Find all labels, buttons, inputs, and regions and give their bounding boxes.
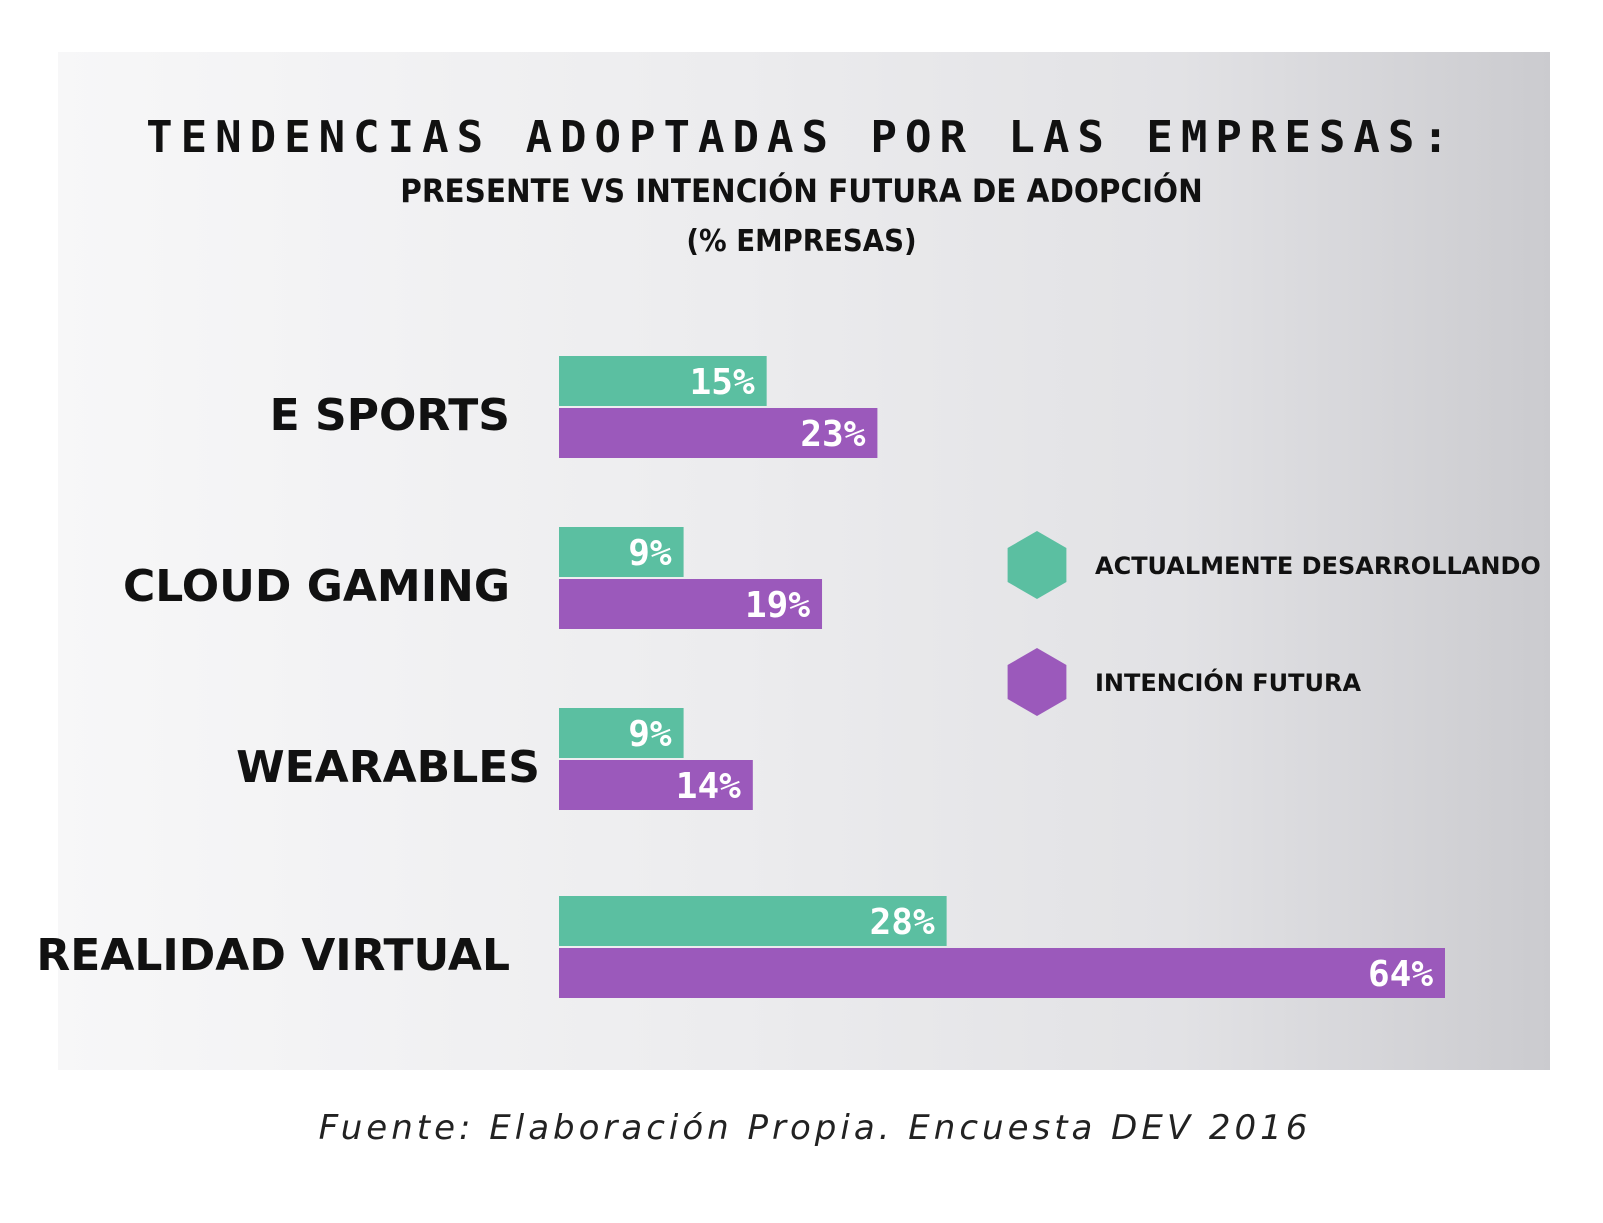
legend-marker-actual [1007,531,1067,599]
value-label-realidad-virtual-actual: 28% [870,902,935,943]
value-label-e-sports-actual: 15% [690,362,755,403]
bar-realidad-virtual-actual [559,896,947,946]
legend: ACTUALMENTE DESARROLLANDO INTENCIÓN FUTUR… [1007,531,1541,716]
value-label-wearables-futura: 14% [676,766,741,807]
bar-wearables-futura [559,760,753,810]
category-label-realidad-virtual: REALIDAD VIRTUAL [36,930,510,981]
bars: 15%23%9%19%9%14%28%64% [559,356,1445,998]
source-note: Fuente: Elaboración Propia. Encuesta DEV… [318,1108,1312,1148]
bar-cloud-gaming-futura [559,579,823,629]
category-labels: E SPORTS CLOUD GAMING WEARABLES REALIDAD VI… [36,390,540,981]
value-label-cloud-gaming-futura: 19% [745,585,810,626]
value-label-e-sports-futura: 23% [800,414,865,455]
value-label-realidad-virtual-futura: 64% [1368,954,1433,995]
bar-realidad-virtual-futura [559,948,1445,998]
legend-label-actual: ACTUALMENTE DESARROLLANDO [1095,552,1541,580]
bar-e-sports-actual [559,356,767,406]
bar-wearables-actual [559,708,684,758]
legend-marker-futura [1007,648,1067,716]
chart-title: TENDENCIAS ADOPTADAS POR LAS EMPRESAS: [146,112,1457,163]
bar-cloud-gaming-actual [559,527,684,577]
value-label-cloud-gaming-actual: 9% [628,533,672,574]
legend-label-futura: INTENCIÓN FUTURA [1095,667,1361,697]
category-label-e-sports: E SPORTS [270,390,510,441]
category-label-wearables: WEARABLES [236,742,540,793]
value-label-wearables-actual: 9% [628,714,672,755]
chart-subtitle: PRESENTE VS INTENCIÓN FUTURA DE ADOPCIÓN [400,172,1203,210]
chart-unit-label: (% EMPRESAS) [686,224,917,259]
bar-e-sports-futura [559,408,878,458]
category-label-cloud-gaming: CLOUD GAMING [123,561,510,612]
